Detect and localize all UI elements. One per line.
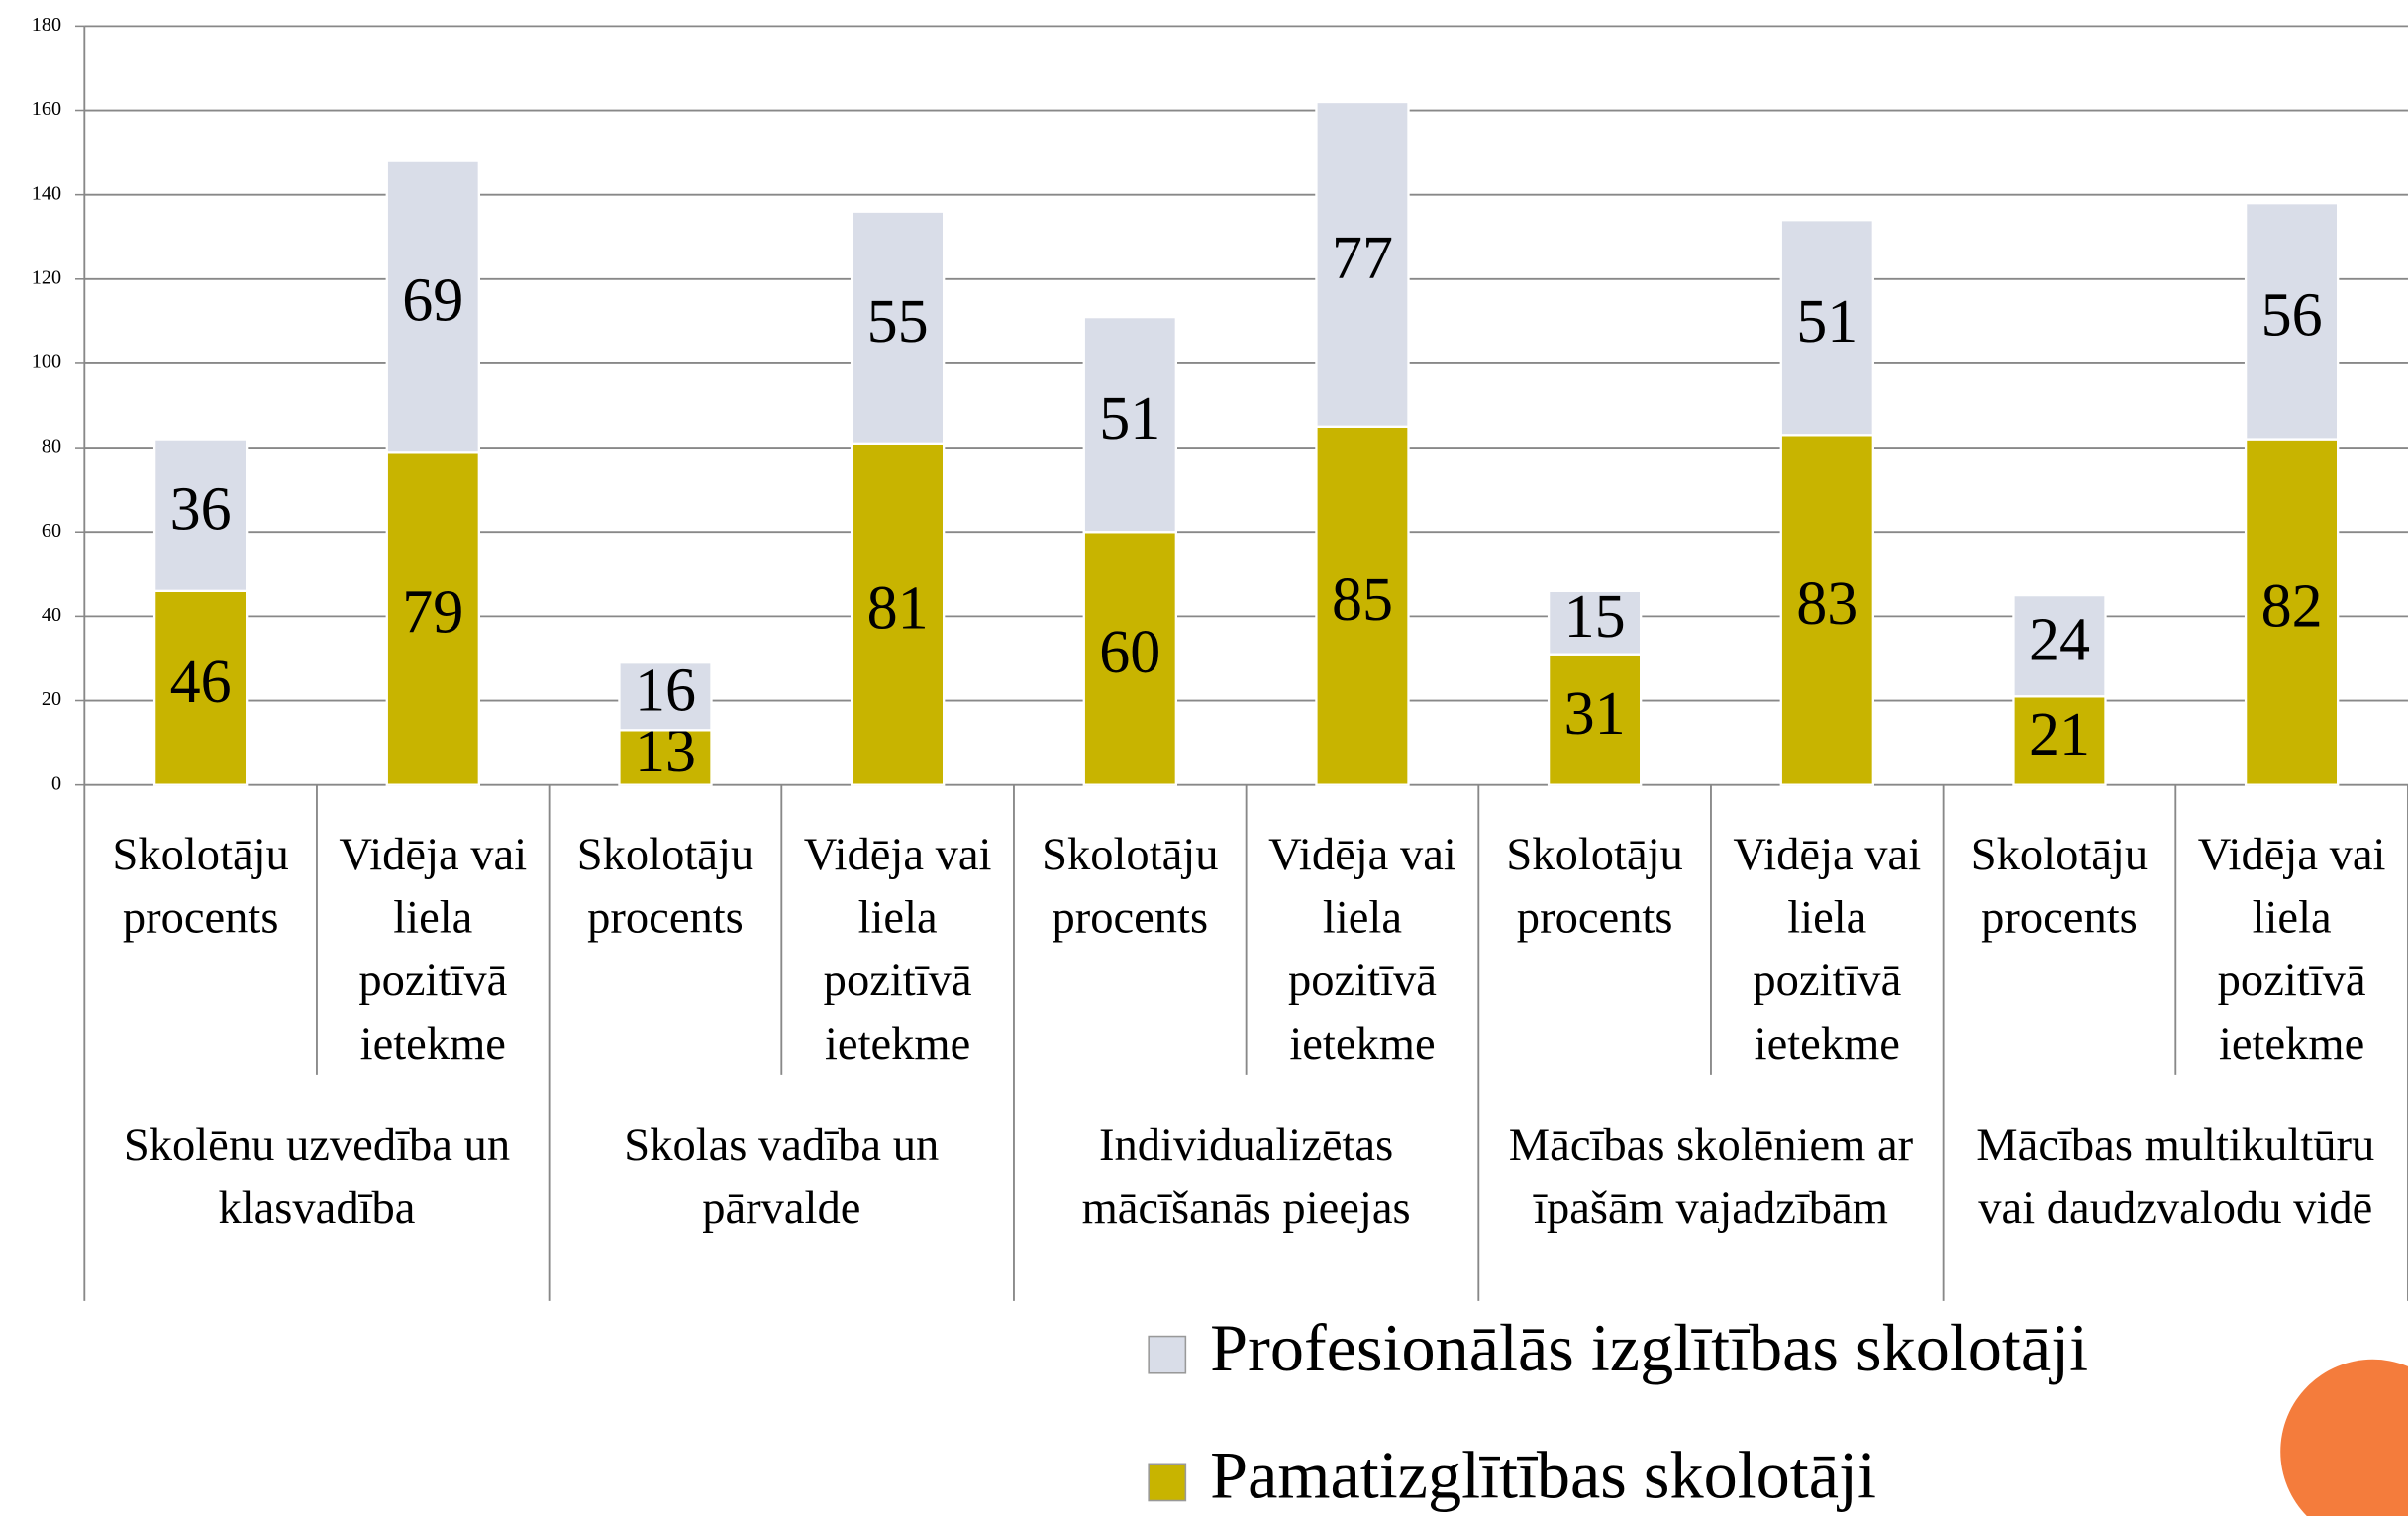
bar-segment [1779,219,1874,437]
legend-label: Profesionālās izglītības skolotāji [1210,1310,2088,1385]
group-label: Individualizētas mācīšanās pieejas [1081,1119,1411,1234]
data-label: 69 [402,267,463,335]
x-tick-label: Vidēja vai liela pozitīvā ietekme [1268,829,1456,1069]
bar-segment [1547,653,1643,786]
data-label: 56 [2261,282,2323,350]
bar-segment [2012,695,2107,786]
data-label: 85 [1332,566,1393,634]
data-label: 24 [2029,606,2090,673]
data-label: 83 [1796,570,1857,638]
group-label: Mācības multikultūru vai daudzvalodu vid… [1976,1119,2375,1234]
y-tick-label: 20 [42,688,61,710]
x-tick-label: Skolotāju procents [1042,829,1219,944]
decoration [2280,1359,2408,1516]
bar-segment [1779,434,1874,786]
x-tick-label: Skolotāju procents [1506,829,1683,944]
bar-segment [2244,438,2340,786]
x-tick-label: Skolotāju procents [112,829,289,944]
x-tick-label: Vidēja vai liela pozitīvā ietekme [803,829,992,1069]
bar-segment [850,210,946,445]
y-tick-label: 40 [42,604,61,626]
data-label: 79 [402,579,463,647]
bar-segment [152,589,249,786]
y-tick-label: 80 [42,436,61,457]
bar-segment [385,451,480,786]
y-tick-label: 100 [32,352,61,373]
y-tick-label: 120 [32,266,61,288]
data-label: 46 [170,649,232,716]
x-tick-label: Vidēja vai liela pozitīvā ietekme [339,829,528,1069]
group-label: Mācības skolēniem ar īpašām vajadzībām [1508,1119,1914,1234]
x-tick-label: Vidēja vai liela pozitīvā ietekme [1733,829,1922,1069]
y-tick-label: 180 [32,14,61,36]
bar-segment [2244,202,2340,441]
bar-segment [2012,593,2107,698]
data-label: 60 [1099,619,1160,686]
data-label: 82 [2261,572,2323,640]
bar-segment [850,442,946,786]
data-label: 21 [2029,701,2090,768]
x-tick-label: Skolotāju procents [576,829,754,944]
data-label: 81 [867,574,929,642]
bar-segment [385,159,480,454]
y-tick-label: 140 [32,182,61,204]
data-label: 36 [170,475,232,543]
bar-segment [618,661,713,732]
data-label: 16 [635,657,696,724]
legend-label: Pamatizglītības skolotāji [1210,1438,1876,1513]
data-label: 51 [1796,288,1857,355]
bar-segment [1315,425,1410,786]
y-tick-label: 60 [42,520,61,542]
data-label: 15 [1564,583,1626,651]
data-label: 51 [1099,385,1160,453]
bar-segment [152,438,249,592]
x-tick-label: Vidēja vai liela pozitīvā ietekme [2197,829,2386,1069]
legend-swatch [1148,1335,1187,1374]
bar-segment [1547,589,1643,656]
data-label: 55 [867,288,929,355]
group-label: Skolas vadība un pārvalde [624,1119,940,1234]
bar-segment [1082,315,1177,534]
x-tick-label: Skolotāju procents [1970,829,2149,944]
data-label: 77 [1332,225,1393,292]
y-tick-label: 0 [51,772,61,794]
group-label: Skolēnu uzvedība un klasvadība [123,1119,511,1234]
legend-swatch [1148,1463,1187,1502]
data-label: 31 [1564,680,1626,748]
y-tick-label: 160 [32,98,61,120]
bar-segment [1315,100,1410,428]
